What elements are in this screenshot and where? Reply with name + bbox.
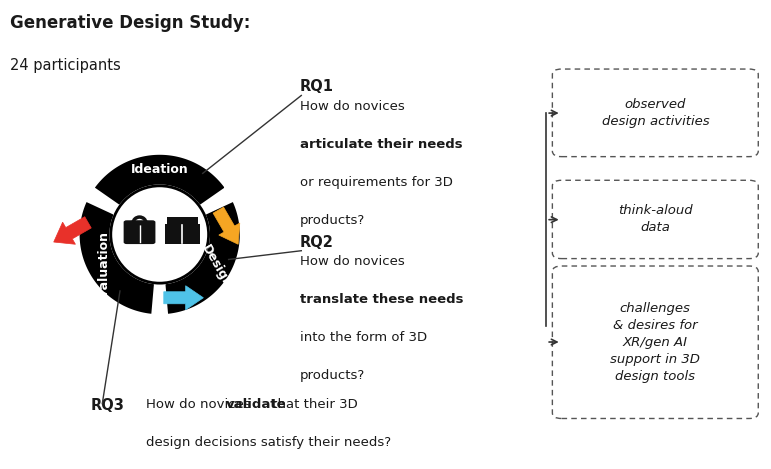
FancyBboxPatch shape (552, 69, 758, 157)
Text: 24 participants: 24 participants (11, 59, 121, 73)
Text: How do novices: How do novices (146, 398, 255, 411)
FancyBboxPatch shape (552, 266, 758, 418)
Text: validate: validate (226, 398, 287, 411)
Text: or requirements for 3D: or requirements for 3D (300, 176, 453, 189)
FancyBboxPatch shape (165, 224, 170, 243)
Polygon shape (93, 153, 227, 206)
Text: RQ3: RQ3 (91, 398, 125, 413)
Text: design decisions satisfy their needs?: design decisions satisfy their needs? (146, 436, 391, 449)
Text: Design: Design (198, 243, 234, 291)
Ellipse shape (66, 141, 254, 328)
Polygon shape (54, 217, 91, 244)
Text: RQ1: RQ1 (300, 79, 334, 94)
Text: How do novices: How do novices (300, 255, 405, 268)
FancyBboxPatch shape (123, 220, 156, 244)
Polygon shape (163, 286, 204, 310)
FancyBboxPatch shape (167, 226, 198, 243)
Text: RQ2: RQ2 (300, 234, 334, 250)
Text: challenges
& desires for
XR/gen AI
support in 3D
design tools: challenges & desires for XR/gen AI suppo… (611, 302, 700, 383)
Text: Evaluation: Evaluation (96, 230, 109, 304)
Text: How do novices: How do novices (300, 100, 405, 113)
Text: Generative Design Study:: Generative Design Study: (11, 15, 251, 32)
FancyBboxPatch shape (552, 180, 758, 258)
Text: Ideation: Ideation (131, 163, 189, 176)
Text: observed
design activities: observed design activities (601, 98, 709, 128)
Text: think-aloud
data: think-aloud data (618, 204, 692, 234)
Polygon shape (164, 200, 241, 315)
FancyBboxPatch shape (167, 217, 198, 227)
Text: products?: products? (300, 214, 365, 227)
Text: products?: products? (300, 370, 365, 382)
Text: translate these needs: translate these needs (300, 293, 463, 306)
Polygon shape (213, 207, 240, 244)
Text: that their 3D: that their 3D (268, 398, 359, 411)
Text: articulate their needs: articulate their needs (300, 138, 463, 151)
Text: into the form of 3D: into the form of 3D (300, 332, 427, 344)
Polygon shape (78, 200, 156, 315)
FancyBboxPatch shape (194, 224, 200, 243)
Ellipse shape (111, 186, 209, 283)
FancyBboxPatch shape (130, 221, 149, 226)
